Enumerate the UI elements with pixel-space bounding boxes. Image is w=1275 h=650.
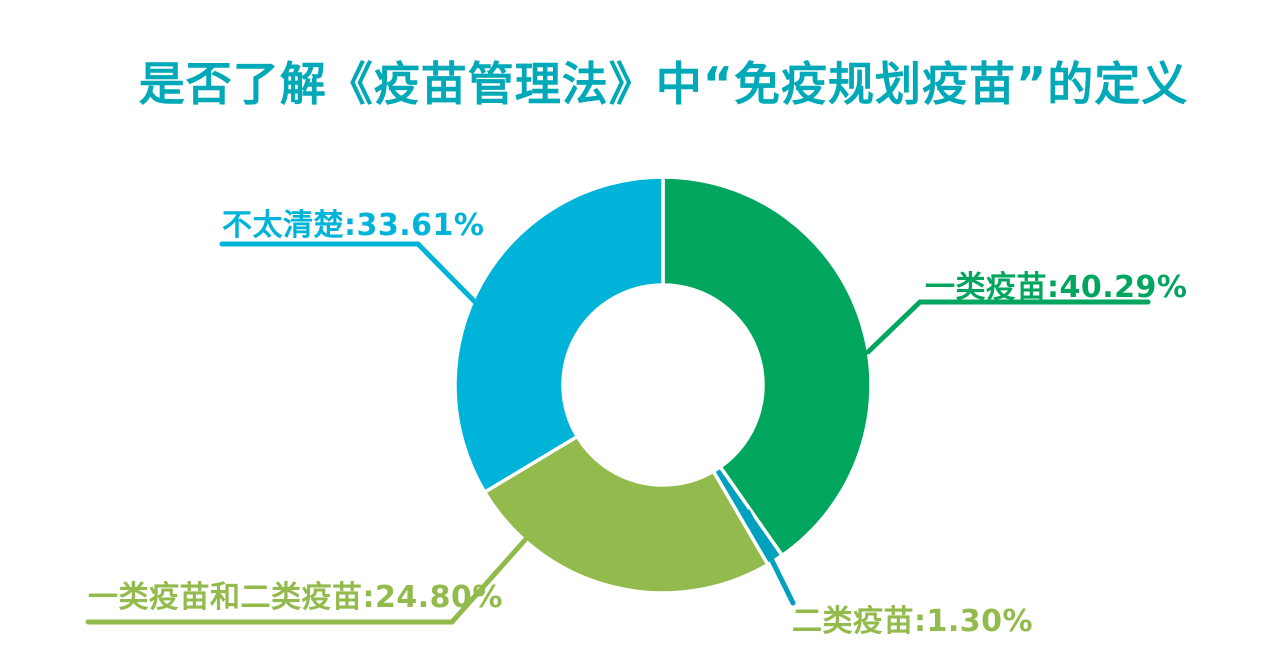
callout-label-segment-1: 二类疫苗:1.30% xyxy=(792,604,1034,639)
callout-label-segment-3: 不太清楚:33.61% xyxy=(222,208,485,243)
donut-segment-一类疫苗和二类疫苗 xyxy=(482,434,771,595)
chart-title: 是否了解《疫苗管理法》中“免疫规划疫苗”的定义 xyxy=(138,57,1189,111)
donut-segment-不太清楚 xyxy=(453,175,665,495)
donut-segment-一类疫苗 xyxy=(661,175,873,558)
leader-line-segment-2 xyxy=(85,537,528,625)
leader-line-segment-0 xyxy=(865,299,1151,355)
callout-label-segment-2: 一类疫苗和二类疫苗:24.80% xyxy=(88,580,503,615)
leader-line-segment-1 xyxy=(745,509,796,606)
callout-label-segment-0: 一类疫苗:40.29% xyxy=(925,270,1188,305)
leader-line-segment-3 xyxy=(219,241,479,306)
